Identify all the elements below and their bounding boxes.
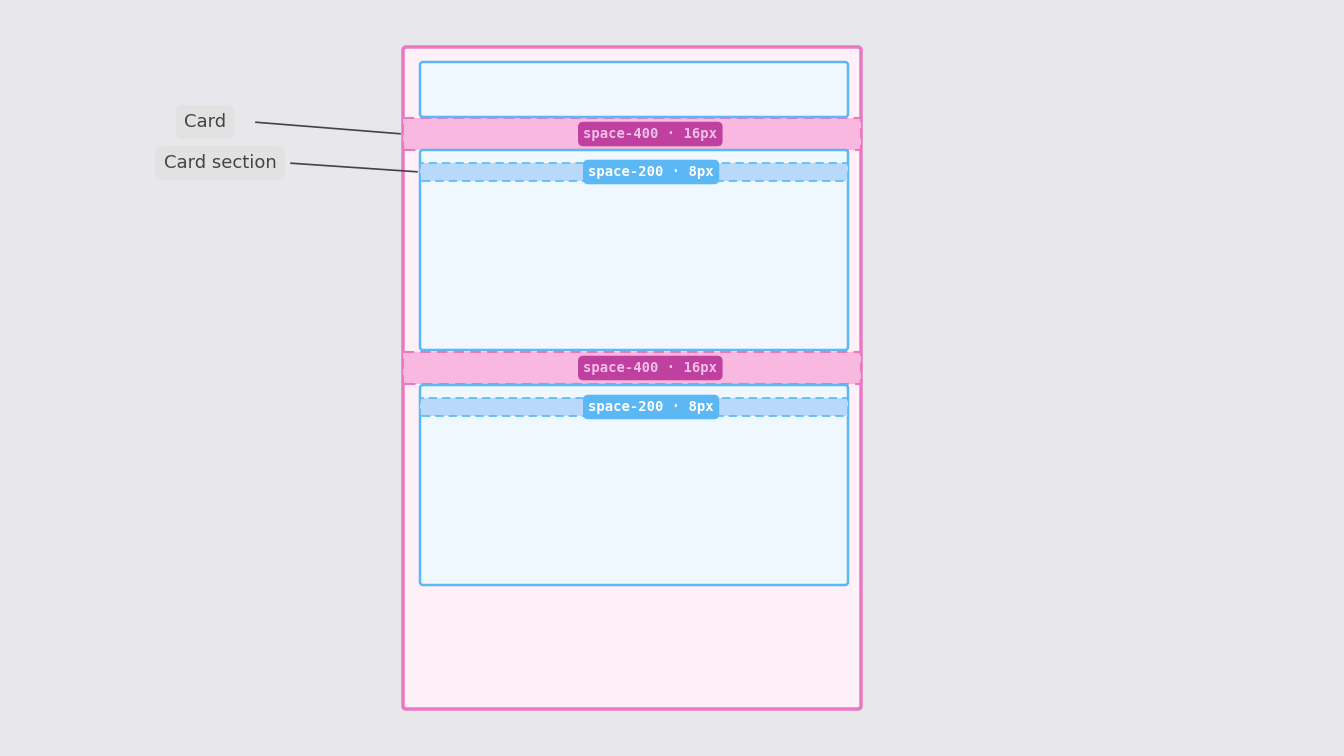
Text: Card section: Card section <box>164 154 277 172</box>
Text: space-400 · 16px: space-400 · 16px <box>583 361 718 375</box>
FancyBboxPatch shape <box>419 385 848 585</box>
Text: space-200 · 8px: space-200 · 8px <box>589 165 714 179</box>
Text: space-200 · 8px: space-200 · 8px <box>589 400 714 414</box>
FancyBboxPatch shape <box>403 47 862 709</box>
FancyBboxPatch shape <box>419 62 848 117</box>
FancyBboxPatch shape <box>419 163 848 181</box>
Text: space-400 · 16px: space-400 · 16px <box>583 127 718 141</box>
FancyBboxPatch shape <box>403 118 862 150</box>
FancyBboxPatch shape <box>419 150 848 350</box>
Text: Card: Card <box>184 113 226 131</box>
FancyBboxPatch shape <box>419 398 848 416</box>
FancyBboxPatch shape <box>403 352 862 384</box>
